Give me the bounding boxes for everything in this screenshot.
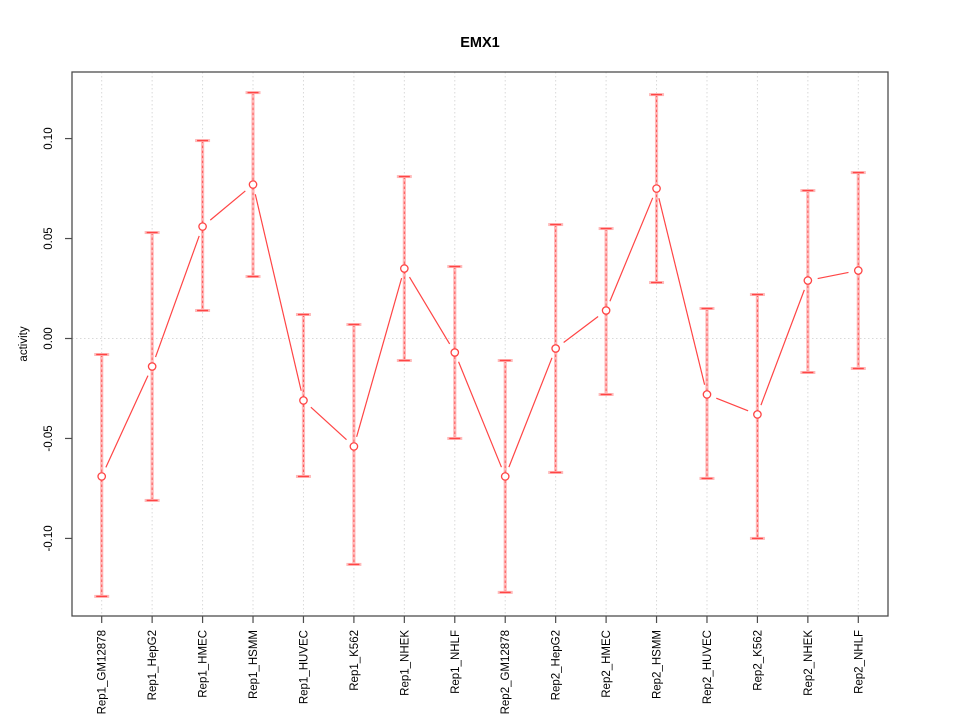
series-segment xyxy=(760,289,805,406)
x-tick-label: Rep1_HSMM xyxy=(248,630,260,699)
x-tick-label: Rep2_HMEC xyxy=(601,630,613,698)
series-segment xyxy=(457,361,503,468)
data-point xyxy=(450,348,460,357)
x-tick-label: Rep1_NHEK xyxy=(399,630,411,696)
x-tick-label: Rep2_HUVEC xyxy=(702,630,714,704)
series-segment xyxy=(310,406,347,441)
x-tick-label: Rep2_K562 xyxy=(752,630,764,691)
data-point xyxy=(349,442,359,451)
series-segment xyxy=(817,271,849,280)
data-point xyxy=(702,390,712,399)
series-segment xyxy=(609,197,654,302)
x-tick-label: Rep1_HepG2 xyxy=(147,630,159,700)
error-bars xyxy=(94,91,866,598)
data-point xyxy=(299,396,308,405)
y-tick-label: 0.05 xyxy=(43,227,55,249)
data-point xyxy=(97,472,107,481)
y-axis: 0.10 0.05 0.00 -0.05 -0.10 xyxy=(43,127,72,552)
series-segment xyxy=(508,357,553,468)
series-segment xyxy=(356,277,403,438)
data-point xyxy=(601,306,611,315)
y-tick-label: 0.00 xyxy=(43,327,55,349)
data-point xyxy=(551,344,561,353)
series-segment xyxy=(154,235,200,358)
data-point xyxy=(652,184,661,193)
data-point xyxy=(803,276,813,285)
data-point xyxy=(147,362,157,371)
x-tick-label: Rep1_HMEC xyxy=(198,630,210,698)
x-tick-label: Rep1_HUVEC xyxy=(298,630,310,704)
x-tick-label: Rep1_K562 xyxy=(349,630,361,691)
series-line xyxy=(105,190,849,468)
series-segment xyxy=(658,198,706,385)
data-point xyxy=(753,410,762,419)
x-tick-label: Rep2_GM12878 xyxy=(500,630,512,714)
data-point xyxy=(399,264,409,273)
y-tick-label: -0.10 xyxy=(43,525,55,551)
series-segment xyxy=(408,276,451,345)
data-point xyxy=(248,180,258,189)
y-tick-label: -0.05 xyxy=(43,425,55,451)
x-tick-label: Rep2_HepG2 xyxy=(551,630,563,700)
series-segment xyxy=(716,397,749,412)
x-axis: Rep1_GM12878 Rep1_HepG2 Rep1_HMEC Rep1_HSMM… xyxy=(97,616,865,714)
plot-border xyxy=(71,71,889,617)
data-points xyxy=(97,180,863,481)
x-tick-label: Rep2_HSMM xyxy=(652,630,664,699)
series-segment xyxy=(563,316,599,343)
x-tick-label: Rep2_NHLF xyxy=(853,630,865,694)
gridlines xyxy=(72,72,888,616)
x-tick-label: Rep2_NHEK xyxy=(803,630,815,696)
plot-frame xyxy=(71,71,889,617)
chart-title: EMX1 xyxy=(460,35,500,51)
data-point xyxy=(198,222,207,231)
data-point xyxy=(500,472,510,481)
series-segment xyxy=(254,194,302,391)
x-tick-label: Rep1_NHLF xyxy=(450,630,462,694)
series-segment xyxy=(209,190,246,221)
series-segment xyxy=(105,375,149,468)
x-tick-label: Rep1_GM12878 xyxy=(97,630,109,714)
data-point xyxy=(853,266,863,275)
y-tick-label: 0.10 xyxy=(43,127,55,149)
y-axis-label: activity xyxy=(18,326,30,361)
